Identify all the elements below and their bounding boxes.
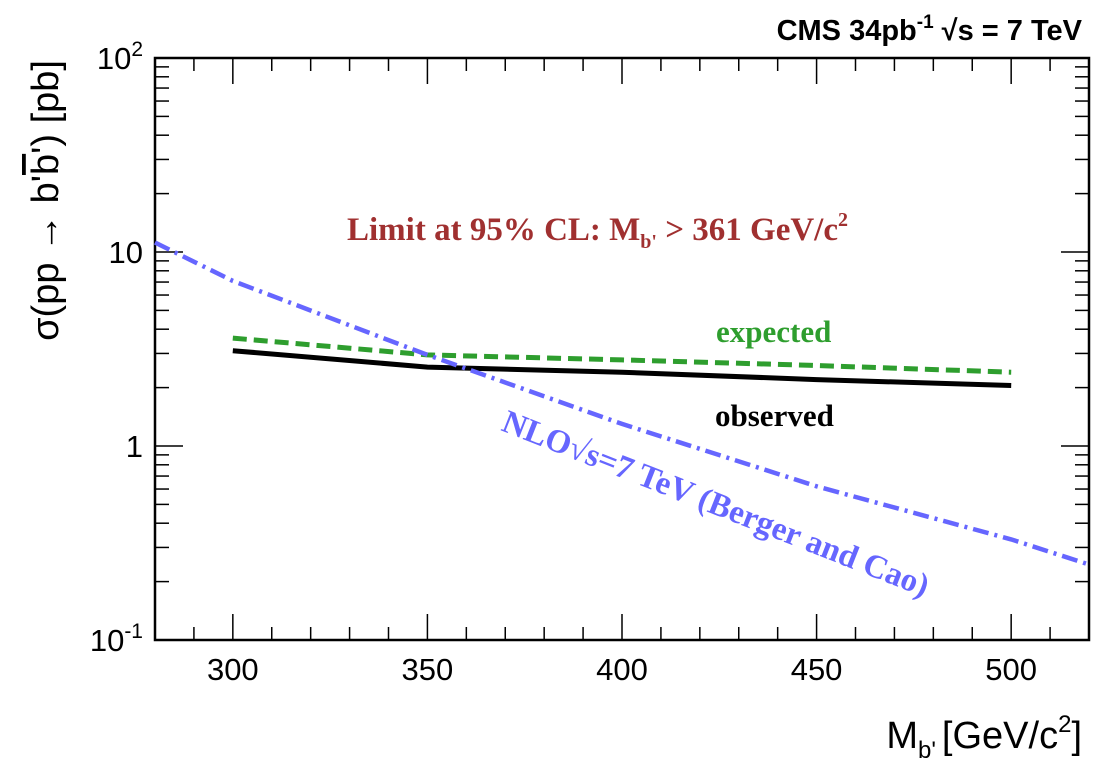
y-tick-label: 1 <box>126 429 143 464</box>
observed-label: observed <box>715 398 834 433</box>
svg-text:NLO√s=7 TeV (Berger and Cao): NLO√s=7 TeV (Berger and Cao) <box>497 404 934 604</box>
chart-header: CMS 34pb-1 √s = 7 TeV <box>777 12 1083 47</box>
observed-line <box>232 348 1012 388</box>
y-tick-label: 10-1 <box>90 620 143 658</box>
x-axis-title: Mb' [GeV/c2] <box>886 711 1082 764</box>
series-lines <box>154 240 1090 567</box>
y-tick-label: 10 <box>109 235 143 270</box>
nlo-label: NLO√s=7 TeV (Berger and Cao) <box>497 404 934 604</box>
x-tick-label: 450 <box>791 652 843 687</box>
x-tick-label: 500 <box>985 652 1037 687</box>
y-tick-label: 102 <box>97 38 143 76</box>
y-axis-title: σ(pp → b'b') [pb] <box>25 60 67 341</box>
plot-frame <box>153 56 1091 642</box>
expected-line <box>232 335 1012 375</box>
x-tick-label: 400 <box>596 652 648 687</box>
svg-text:σ(pp → b'b') [pb]: σ(pp → b'b') [pb] <box>25 60 67 341</box>
nlo-theory-line <box>154 240 1090 567</box>
x-tick-label: 350 <box>402 652 454 687</box>
limit-annotation: Limit at 95% CL: Mb' > 361 GeV/c2 <box>347 209 848 253</box>
axis-ticks <box>154 58 1090 641</box>
x-tick-label: 300 <box>207 652 259 687</box>
expected-label: expected <box>716 314 831 349</box>
tick-labels: 300 350 400 450 500 10-1 1 10 102 <box>90 38 1037 687</box>
